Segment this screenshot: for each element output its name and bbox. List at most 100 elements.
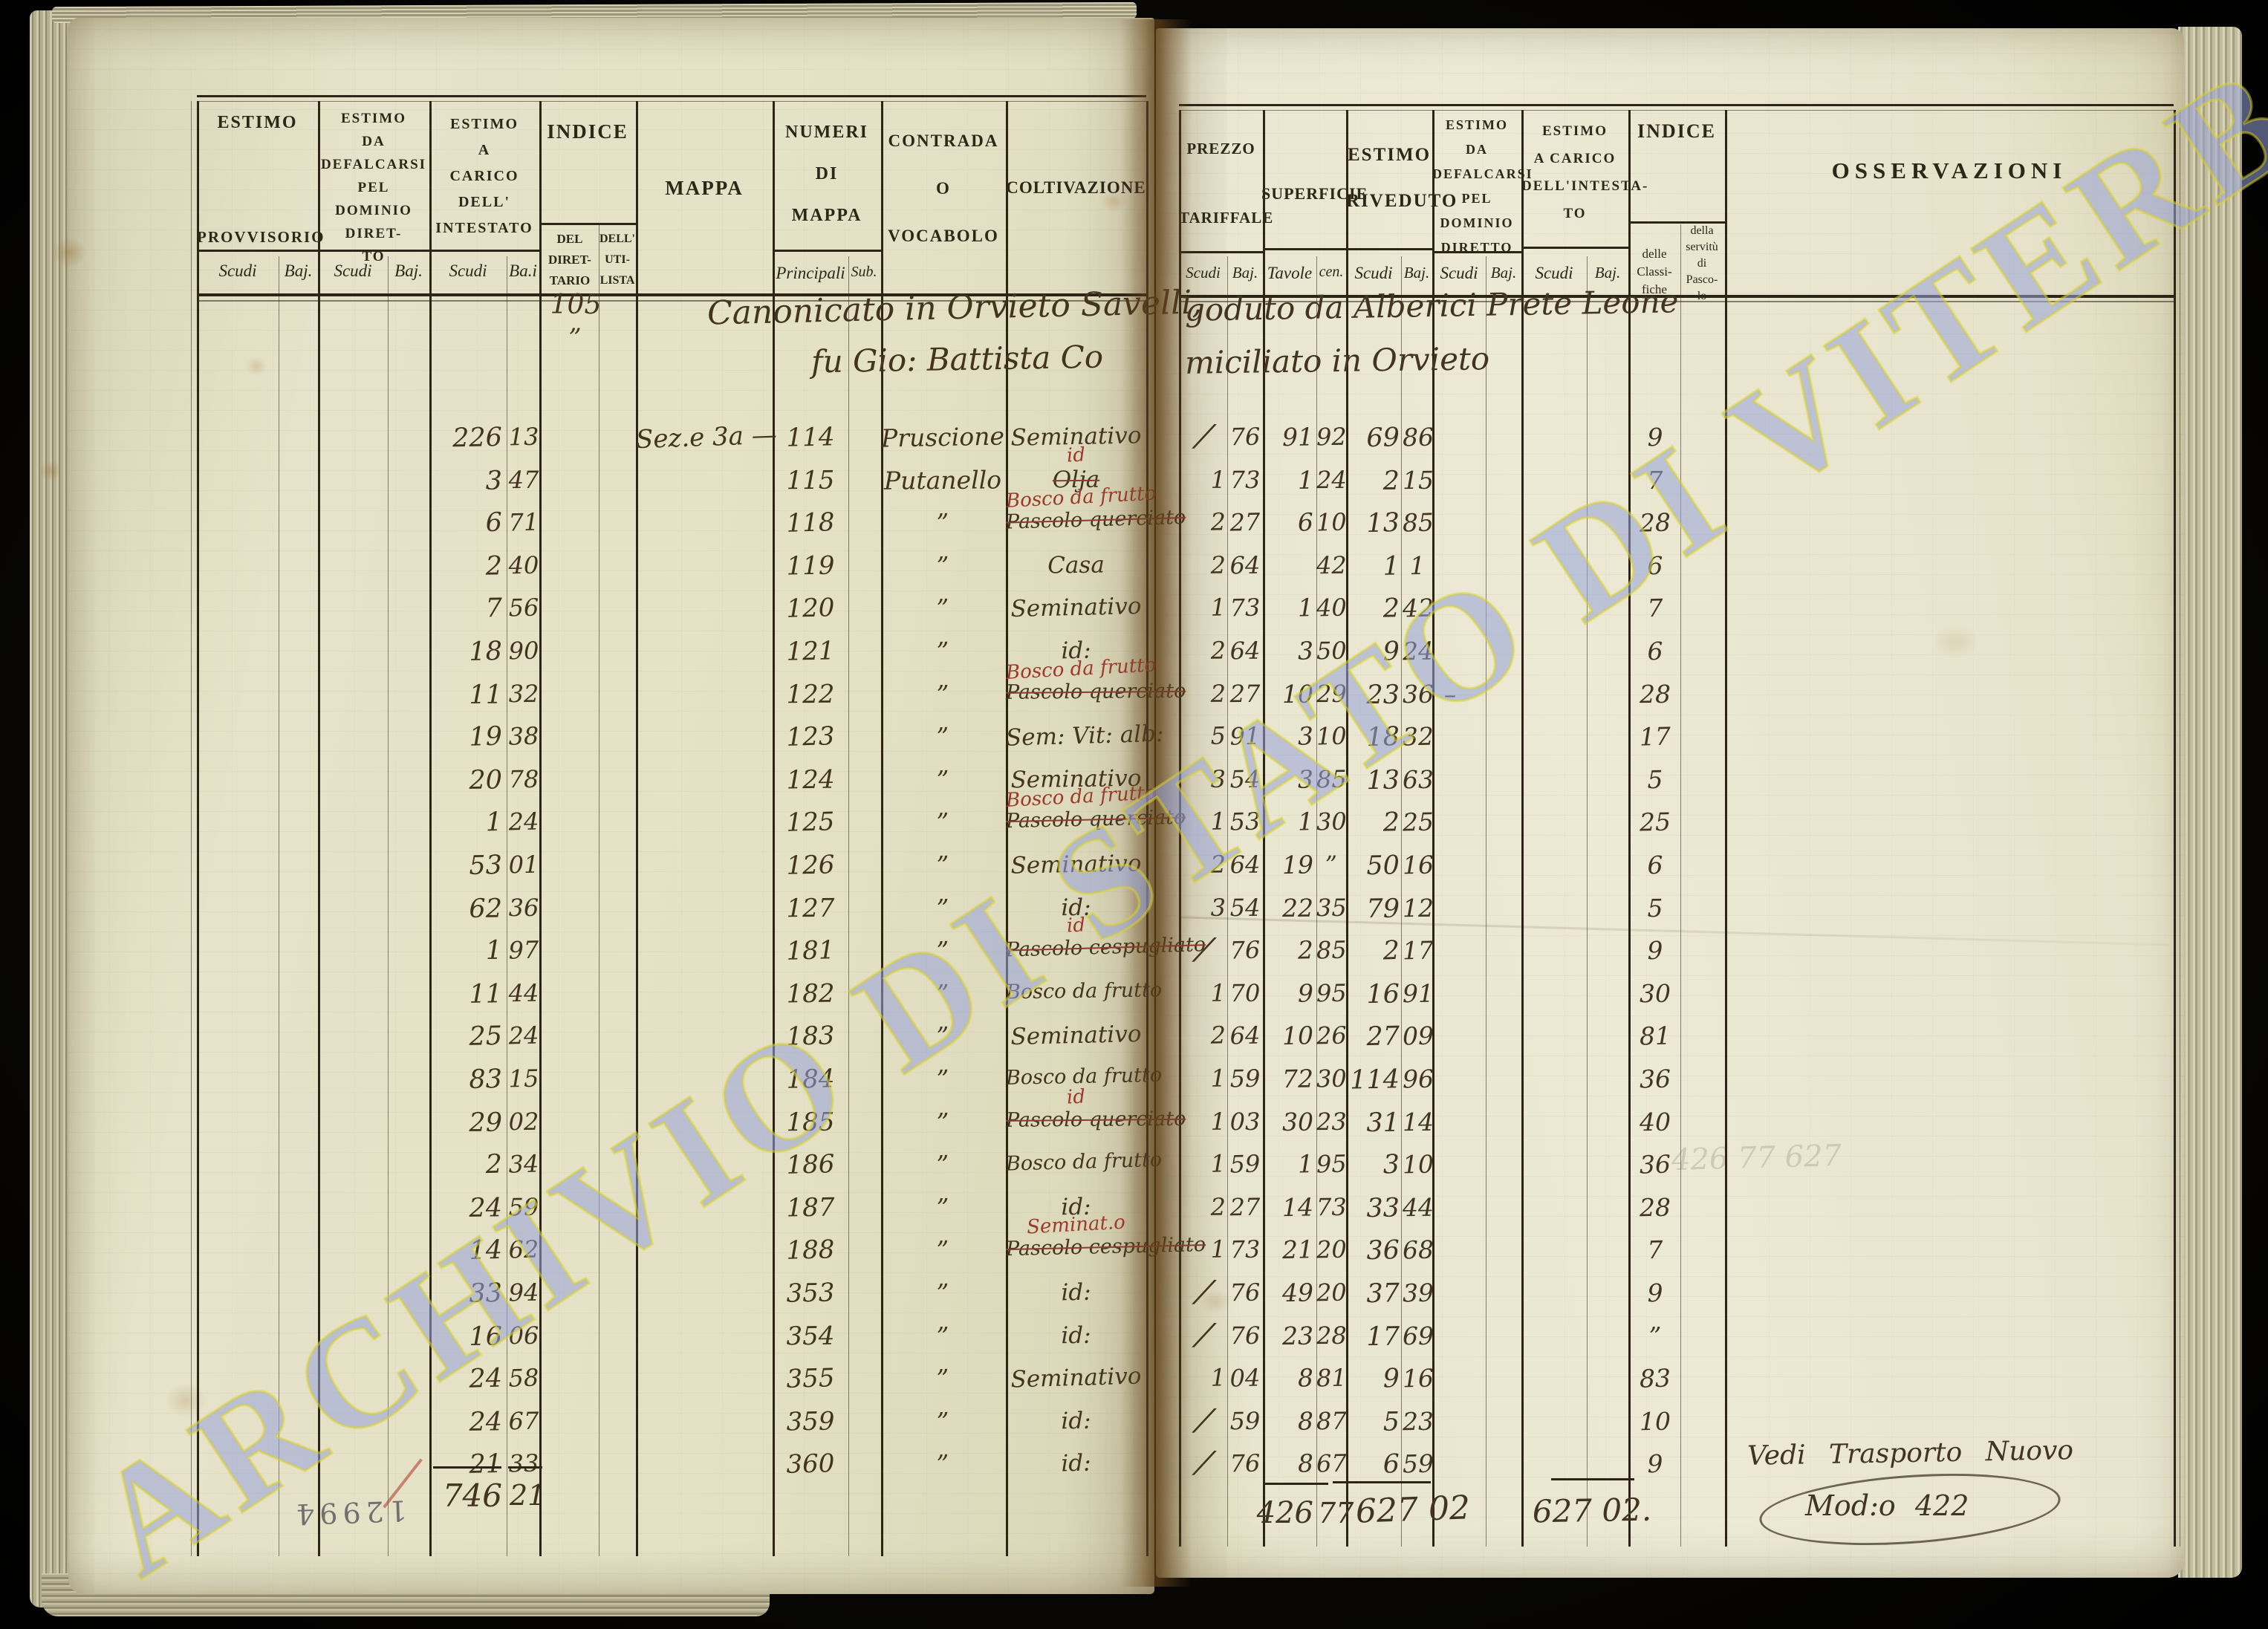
total-superficie-cen: 77 — [1318, 1497, 1354, 1529]
header-indice-right: INDICE — [1637, 120, 1716, 142]
pencil-number-inverted: 12994 — [290, 1494, 408, 1531]
subheader-tavole: Tavole — [1267, 264, 1313, 282]
header-rule — [1346, 248, 1432, 250]
subcolumn-rule — [1680, 224, 1682, 1547]
subheader-baj: Baj. — [394, 261, 423, 280]
subheader-baj: Baj. — [1232, 264, 1258, 282]
header-estimo-riveduto: ESTIMO RIVEDUTO — [1346, 145, 1458, 211]
column-rule — [429, 101, 432, 1556]
subheader-scudi: Scudi — [334, 261, 372, 280]
header-rule — [773, 250, 881, 252]
cell-numero-principale: 360 — [786, 1448, 835, 1480]
subheader-sub: Sub. — [851, 264, 877, 280]
heading-title-left-2: fu Gio: Battista Co — [810, 338, 1104, 380]
total-left-scudi: 746 — [442, 1477, 502, 1514]
cell-riveduto-dash: – — [1443, 679, 1457, 709]
subheader-baj: Baj. — [1490, 264, 1517, 282]
header-rule — [197, 101, 1146, 102]
header-superficie: SUPERFICIE — [1261, 184, 1368, 203]
subheader-scudi: Scudi — [1354, 264, 1393, 282]
subheader-cen: cen. — [1319, 264, 1344, 280]
subheader-scudi: Scudi — [449, 261, 487, 280]
subcolumn-rule — [388, 256, 389, 1556]
subheader-baj: Baj. — [284, 261, 313, 280]
total-rule — [433, 1466, 501, 1469]
cell-riveduto-baj: 59 — [1402, 1448, 1434, 1479]
cell-estimo-intestato-scudi: 21 — [468, 1449, 503, 1480]
cell-riveduto-scudi: 6 — [1382, 1449, 1400, 1480]
cell-prezzo-baj: 76 — [1229, 1448, 1261, 1478]
total-rule — [1551, 1478, 1634, 1480]
header-line: TARIFFALE — [1179, 209, 1274, 227]
header-rule — [197, 293, 1146, 296]
header-rule — [197, 95, 1146, 97]
column-rule — [1346, 110, 1348, 1547]
header-mappa: MAPPA — [665, 177, 744, 199]
column-rule — [191, 101, 192, 1556]
total-left-baj: 21 — [510, 1479, 546, 1512]
header-rule — [197, 250, 318, 252]
header-numeri-di-mappa: NUMERI DI MAPPA — [785, 123, 868, 225]
heading-title-right: goduto da Alberici Prete Leone — [1184, 283, 1679, 328]
subheader-servitu-pascolo: della servitù di Pasco-lo — [1686, 224, 1718, 302]
column-rule — [318, 101, 320, 1556]
page-stack-right-edge — [2178, 27, 2242, 1578]
header-rule — [1179, 104, 2174, 106]
header-estimo-defalcarsi: ESTIMO DA DEFALCARSI PEL DOMINIO DIRET- TO — [320, 111, 427, 264]
header-rule — [1263, 248, 1346, 250]
total-superficie-tavole: 426 — [1256, 1496, 1313, 1530]
column-rule — [1006, 101, 1008, 1556]
column-rule — [197, 101, 199, 1556]
subheader-scudi: Scudi — [1440, 264, 1478, 282]
subheader-baj: Baj. — [1403, 264, 1430, 282]
cell-estimo-intestato-baj: 33 — [508, 1448, 539, 1478]
header-rule — [1179, 110, 2174, 111]
cell-indice-classifiche: 9 — [1647, 1449, 1663, 1479]
column-rule — [539, 101, 542, 1556]
subheader-principali: Principali — [776, 264, 845, 282]
subheader-baj: Baj. — [1594, 264, 1621, 282]
column-rule — [1628, 110, 1631, 1547]
heading-title-right-2: miciliato in Orvieto — [1184, 340, 1490, 381]
subcolumn-rule — [1401, 256, 1403, 1547]
observation-note-line2: Mod:o 422 — [1805, 1489, 1969, 1522]
column-rule — [636, 101, 638, 1556]
header-line: PREZZO — [1186, 140, 1255, 157]
cell-coltivazione: id: — [1060, 1449, 1091, 1477]
column-rule — [1725, 110, 1727, 1547]
total-rule — [1263, 1483, 1328, 1485]
column-rule — [2174, 110, 2176, 1547]
header-rule — [539, 223, 636, 225]
subheader-scudi: Scudi — [218, 261, 257, 280]
header-rule — [1432, 251, 1521, 253]
subcolumn-rule — [1587, 256, 1588, 1547]
header-rule — [1179, 301, 2174, 302]
heading-indice-number: 105 — [550, 290, 602, 320]
subheader-baj: Ba.i — [509, 261, 537, 280]
column-rule — [1432, 110, 1434, 1547]
column-rule — [881, 101, 883, 1556]
subheader-utilista: DELL' UTI- LISTA — [599, 233, 635, 287]
column-rule — [773, 101, 775, 1556]
header-estimo-intestato-right: ESTIMO A CARICO DELL'INTESTA- TO — [1521, 123, 1649, 221]
column-rule — [1521, 110, 1524, 1547]
subheader-direttario: DEL DIRET- TARIO — [548, 232, 591, 287]
header-estimo-intestato: ESTIMO A CARICO DELL' INTESTATO — [435, 116, 533, 236]
total-rule — [508, 1466, 542, 1469]
header-rule — [429, 250, 539, 252]
total-intestato: 627 02. — [1532, 1491, 1652, 1530]
cell-prezzo-zero-slash: ⁄ — [1200, 1443, 1209, 1484]
header-coltivazione: COLTIVAZIONE — [1006, 178, 1146, 197]
header-contrada-vocabolo: CONTRADA O VOCABOLO — [888, 131, 999, 245]
header-rule — [1179, 295, 2174, 298]
subcolumn-rule — [848, 256, 850, 1556]
header-estimo-defalcarsi-right: ESTIMO DA DEFALCARSI PEL DOMINIO DIRETTO — [1432, 117, 1533, 255]
header-rule — [318, 250, 429, 252]
subcolumn-rule — [1316, 256, 1318, 1547]
subheader-classifiche: delle Classi-fiche — [1637, 247, 1672, 296]
header-estimo-provvisorio: ESTIMO PROVVISORIO — [197, 113, 324, 247]
header-rule — [1628, 221, 1725, 224]
heading-indice-ditto: ” — [568, 323, 582, 353]
